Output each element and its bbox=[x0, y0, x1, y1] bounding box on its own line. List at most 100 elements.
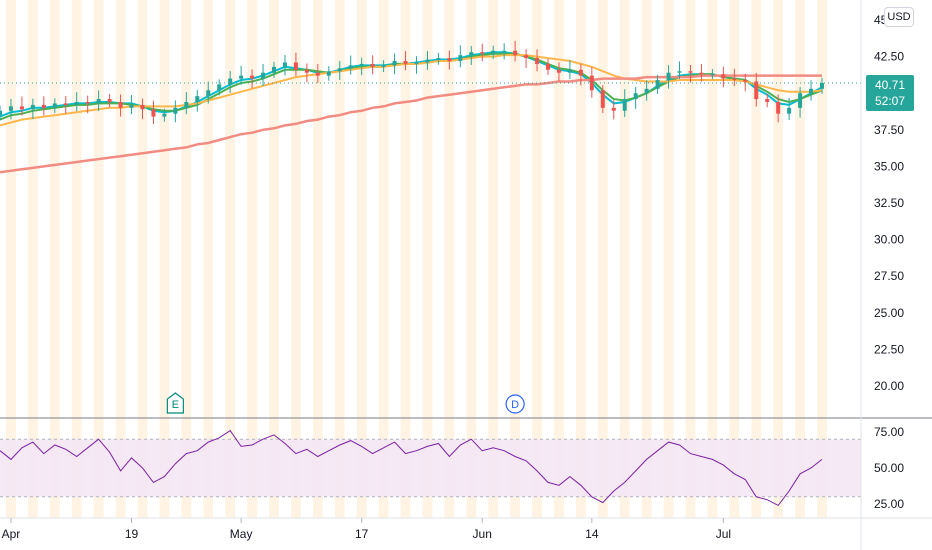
session-stripe bbox=[466, 0, 477, 518]
candle-body bbox=[162, 113, 167, 117]
session-stripe bbox=[49, 0, 60, 518]
price-tick-label: 22.50 bbox=[874, 342, 904, 356]
candle-body bbox=[567, 69, 572, 73]
session-stripe bbox=[312, 0, 323, 518]
candle-body bbox=[600, 90, 605, 108]
candle-body bbox=[0, 110, 2, 116]
candle-body bbox=[195, 96, 200, 102]
session-stripe bbox=[6, 0, 16, 518]
session-stripe bbox=[137, 0, 148, 518]
price-tick-label: 37.50 bbox=[874, 123, 904, 137]
rsi-tick-label: 75.00 bbox=[874, 425, 904, 439]
time-tick-label: May bbox=[230, 527, 253, 541]
candle-body bbox=[228, 78, 233, 85]
candle-body bbox=[798, 93, 803, 108]
session-stripe bbox=[795, 0, 806, 518]
candle-body bbox=[370, 63, 375, 67]
candle-body bbox=[19, 106, 24, 110]
session-stripe bbox=[27, 0, 38, 518]
candle-body bbox=[184, 101, 189, 108]
session-stripe bbox=[181, 0, 192, 518]
price-tick-label: 20.00 bbox=[874, 379, 904, 393]
rsi-band bbox=[0, 439, 861, 497]
candle-body bbox=[480, 52, 485, 54]
session-stripe bbox=[93, 0, 104, 518]
candle-body bbox=[52, 103, 57, 108]
session-stripe bbox=[597, 0, 608, 518]
candle-body bbox=[688, 71, 693, 73]
candles bbox=[0, 40, 824, 125]
candle-body bbox=[272, 66, 276, 73]
candle-body bbox=[173, 107, 178, 114]
candle-body bbox=[118, 101, 123, 108]
session-stripe bbox=[203, 0, 214, 518]
session-stripe bbox=[159, 0, 170, 518]
session-stripe bbox=[115, 0, 126, 518]
price-tick-label: 25.00 bbox=[874, 306, 904, 320]
candle-body bbox=[732, 78, 737, 81]
candle-body bbox=[524, 55, 529, 59]
candle-body bbox=[337, 68, 342, 72]
candle-body bbox=[589, 75, 594, 91]
candle-body bbox=[644, 88, 649, 94]
session-stripe bbox=[773, 0, 784, 518]
time-tick-label: Jul bbox=[716, 527, 731, 541]
candle-body bbox=[458, 55, 463, 61]
session-stripe bbox=[554, 0, 564, 518]
candle-body bbox=[787, 107, 792, 114]
candle-body bbox=[754, 81, 759, 100]
candle-body bbox=[41, 104, 46, 108]
session-stripe bbox=[663, 0, 674, 518]
candle-body bbox=[633, 93, 638, 100]
candle-body bbox=[403, 60, 408, 64]
candle-body bbox=[820, 82, 824, 89]
candle-body bbox=[348, 65, 353, 69]
candle-body bbox=[282, 62, 287, 67]
candle-body bbox=[699, 72, 704, 75]
candle-body bbox=[381, 65, 386, 67]
candle-body bbox=[8, 106, 13, 111]
candle-body bbox=[129, 104, 134, 108]
candle-body bbox=[392, 60, 397, 66]
candle-body bbox=[776, 101, 781, 114]
candle-body bbox=[677, 71, 682, 73]
candle-body bbox=[315, 72, 320, 76]
rsi-axis[interactable]: 75.00 50.00 25.00 bbox=[874, 425, 904, 511]
price-tag-countdown: 52:07 bbox=[875, 94, 905, 108]
session-stripes bbox=[6, 0, 827, 518]
session-stripe bbox=[225, 0, 236, 518]
price-axis[interactable]: 45.0042.5040.0037.5035.0032.5030.0027.50… bbox=[874, 13, 904, 393]
candle-body bbox=[206, 90, 211, 97]
candle-body bbox=[63, 103, 68, 105]
marker-label: D bbox=[511, 399, 519, 411]
candle-body bbox=[261, 72, 266, 79]
dividend-marker[interactable] bbox=[505, 394, 525, 414]
session-stripe bbox=[356, 0, 367, 518]
candle-body bbox=[655, 80, 660, 89]
time-tick-label: 14 bbox=[585, 527, 599, 541]
moving-average-line bbox=[0, 54, 823, 127]
session-stripe bbox=[247, 0, 258, 518]
currency-button[interactable]: USD bbox=[884, 7, 914, 27]
candle-body bbox=[414, 62, 419, 64]
candle-body bbox=[239, 75, 244, 79]
session-stripe bbox=[707, 0, 718, 518]
candle-body bbox=[622, 99, 627, 111]
candle-body bbox=[326, 71, 331, 76]
session-stripe bbox=[378, 0, 389, 518]
candle-body bbox=[107, 99, 112, 102]
candle-body bbox=[556, 69, 561, 73]
time-axis[interactable]: Apr 19 May 17 Jun 14 Jul bbox=[2, 518, 731, 541]
candle-body bbox=[666, 72, 671, 81]
session-stripe bbox=[444, 0, 455, 518]
earnings-marker[interactable] bbox=[166, 392, 184, 414]
candle-body bbox=[743, 80, 748, 82]
candle-body bbox=[546, 63, 550, 70]
price-tick-label: 27.50 bbox=[874, 269, 904, 283]
session-stripe bbox=[400, 0, 411, 518]
time-tick-label: Jun bbox=[473, 527, 492, 541]
session-stripe bbox=[71, 0, 82, 518]
moving-averages bbox=[0, 51, 823, 174]
